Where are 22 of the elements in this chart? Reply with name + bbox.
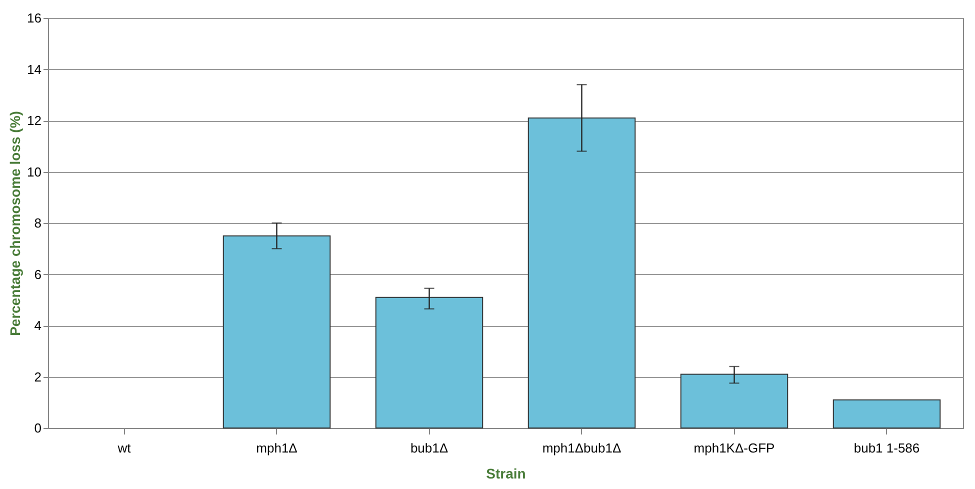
y-tick-label: 0 (34, 420, 42, 436)
y-axis-title: Percentage chromosome loss (%) (7, 111, 24, 336)
y-tick-label: 14 (27, 62, 42, 77)
bar (528, 117, 636, 428)
x-tick-label: bub1Δ (410, 440, 448, 456)
x-tick-label: mph1Δ (256, 440, 298, 456)
y-tick-label: 12 (27, 113, 42, 128)
x-tick-label: mph1Δbub1Δ (542, 440, 622, 456)
y-tick-label: 6 (34, 266, 42, 282)
x-tick-label: wt (116, 440, 132, 456)
bar (222, 235, 331, 428)
y-tick-label: 2 (34, 369, 42, 384)
y-tick-label: 16 (27, 10, 42, 26)
x-tick-label: mph1KΔ-GFP (694, 440, 775, 456)
y-tick-label: 10 (27, 164, 42, 180)
bar (832, 399, 941, 428)
y-tick-label: 8 (34, 216, 42, 230)
x-axis-title: Strain (486, 466, 526, 482)
bar (680, 374, 788, 428)
y-tick-label: 4 (34, 318, 42, 333)
x-tick-label: bub1 1-586 (854, 440, 920, 456)
bar (375, 296, 484, 428)
